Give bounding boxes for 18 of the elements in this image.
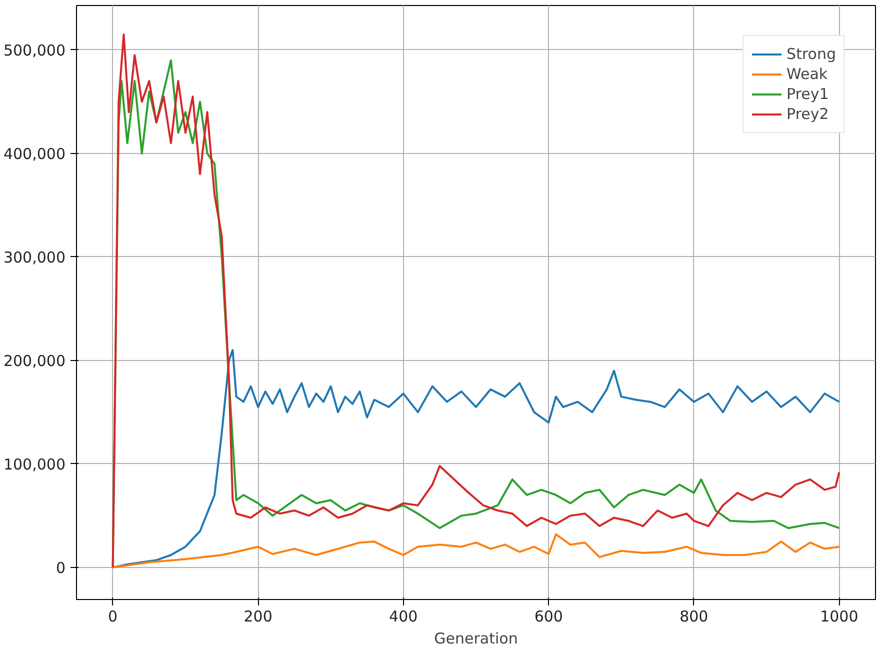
legend-label: Weak [786, 65, 828, 83]
x-tick-label: 400 [389, 608, 418, 626]
x-tick-label: 600 [534, 608, 563, 626]
x-axis-title: Generation [434, 630, 518, 648]
y-tick-label: 500,000 [3, 42, 66, 60]
legend-label: Prey2 [786, 105, 829, 123]
x-tick-label: 800 [680, 608, 708, 626]
y-tick-label: 100,000 [3, 455, 66, 474]
legend-label: Prey1 [786, 85, 829, 103]
y-tick-label: 0 [56, 558, 66, 577]
line-series [112, 533, 840, 568]
y-tick-label: 200,000 [3, 352, 66, 370]
y-tick-label: 400,000 [3, 144, 66, 163]
x-tick-label: 1000 [820, 608, 858, 626]
legend-label: Strong [786, 45, 836, 63]
x-tick-label: 200 [244, 608, 272, 626]
y-tick-label: 300,000 [3, 248, 66, 266]
x-tick-label: 0 [108, 608, 118, 626]
